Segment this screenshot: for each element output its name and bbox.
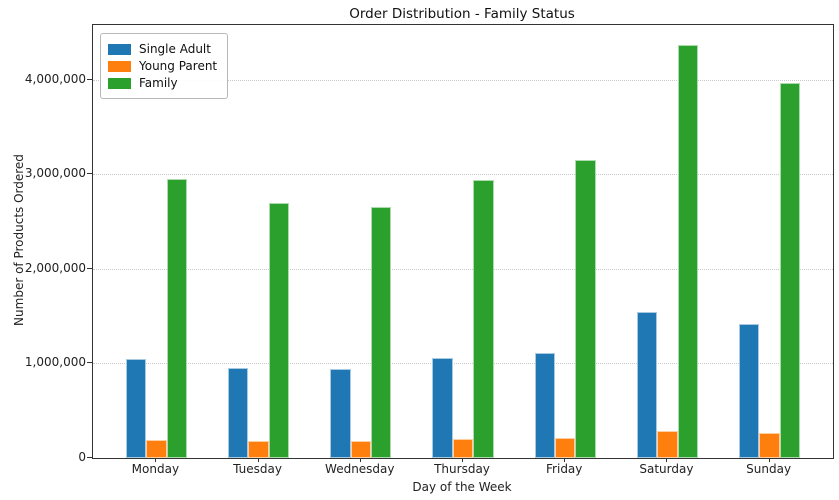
bar-single-adult-sunday xyxy=(738,323,760,458)
legend-swatch-young-parent xyxy=(108,60,131,72)
y-tick-label: 0 xyxy=(78,450,86,464)
bar-single-adult-thursday xyxy=(432,357,453,458)
y-tick-mark xyxy=(87,78,92,80)
bar-single-adult-tuesday xyxy=(227,367,249,458)
x-tick-mark xyxy=(666,458,668,462)
legend-item-single-adult: Single Adult xyxy=(108,41,217,57)
x-tick-mark xyxy=(564,458,566,462)
bar-family-sunday xyxy=(779,83,801,458)
legend-label: Family xyxy=(139,76,178,90)
bar-young-parent-friday xyxy=(554,437,576,458)
x-tick-mark xyxy=(257,458,259,462)
x-tick-label-sunday: Sunday xyxy=(746,462,792,476)
x-tick-mark xyxy=(768,458,770,462)
bar-young-parent-monday xyxy=(146,439,167,458)
x-tick-label-monday: Monday xyxy=(131,462,180,476)
bar-young-parent-saturday xyxy=(657,430,678,458)
y-tick-mark xyxy=(87,173,92,175)
x-tick-mark xyxy=(462,458,463,462)
bar-single-adult-wednesday xyxy=(330,369,351,458)
legend-item-young-parent: Young Parent xyxy=(108,58,217,74)
plot-area: Single Adult Young Parent Family xyxy=(92,24,834,459)
legend-label: Young Parent xyxy=(139,59,218,73)
y-tick-label: 3,000,000 xyxy=(24,166,86,181)
x-tick-label-wednesday: Wednesday xyxy=(325,462,395,476)
x-tick-mark xyxy=(155,458,157,462)
x-axis-label: Day of the Week xyxy=(412,480,512,494)
gridline-1000000 xyxy=(93,363,833,365)
bar-family-thursday xyxy=(473,180,494,458)
gridline-2000000 xyxy=(93,268,833,270)
bar-family-friday xyxy=(575,159,596,458)
bar-family-wednesday xyxy=(371,206,392,458)
y-tick-mark xyxy=(87,457,92,458)
bar-young-parent-sunday xyxy=(759,432,780,458)
y-tick-label: 4,000,000 xyxy=(24,71,86,86)
y-tick-label: 1,000,000 xyxy=(24,355,86,370)
legend-swatch-single-adult xyxy=(108,43,131,55)
bar-young-parent-thursday xyxy=(452,439,474,458)
legend-swatch-family xyxy=(108,77,131,89)
bar-family-tuesday xyxy=(268,202,290,458)
chart-title: Order Distribution - Family Status xyxy=(349,6,575,22)
bar-single-adult-saturday xyxy=(636,311,658,458)
gridline-4000000 xyxy=(93,79,833,81)
bar-single-adult-monday xyxy=(125,358,147,458)
bar-young-parent-wednesday xyxy=(350,440,371,458)
legend-item-family: Family xyxy=(108,75,217,91)
bar-single-adult-friday xyxy=(534,353,555,458)
x-tick-mark xyxy=(359,458,361,462)
x-tick-label-tuesday: Tuesday xyxy=(233,462,282,476)
bar-family-saturday xyxy=(677,44,699,458)
bar-young-parent-tuesday xyxy=(248,441,269,458)
y-tick-label: 2,000,000 xyxy=(24,260,86,275)
gridline-3000000 xyxy=(93,174,833,176)
x-tick-label-friday: Friday xyxy=(546,462,583,476)
y-tick-mark xyxy=(87,267,92,269)
x-tick-label-thursday: Thursday xyxy=(434,462,490,476)
legend-label: Single Adult xyxy=(139,42,211,56)
x-tick-label-saturday: Saturday xyxy=(639,462,694,476)
y-tick-mark xyxy=(87,362,92,364)
bar-family-monday xyxy=(166,178,188,458)
legend: Single Adult Young Parent Family xyxy=(100,33,229,99)
